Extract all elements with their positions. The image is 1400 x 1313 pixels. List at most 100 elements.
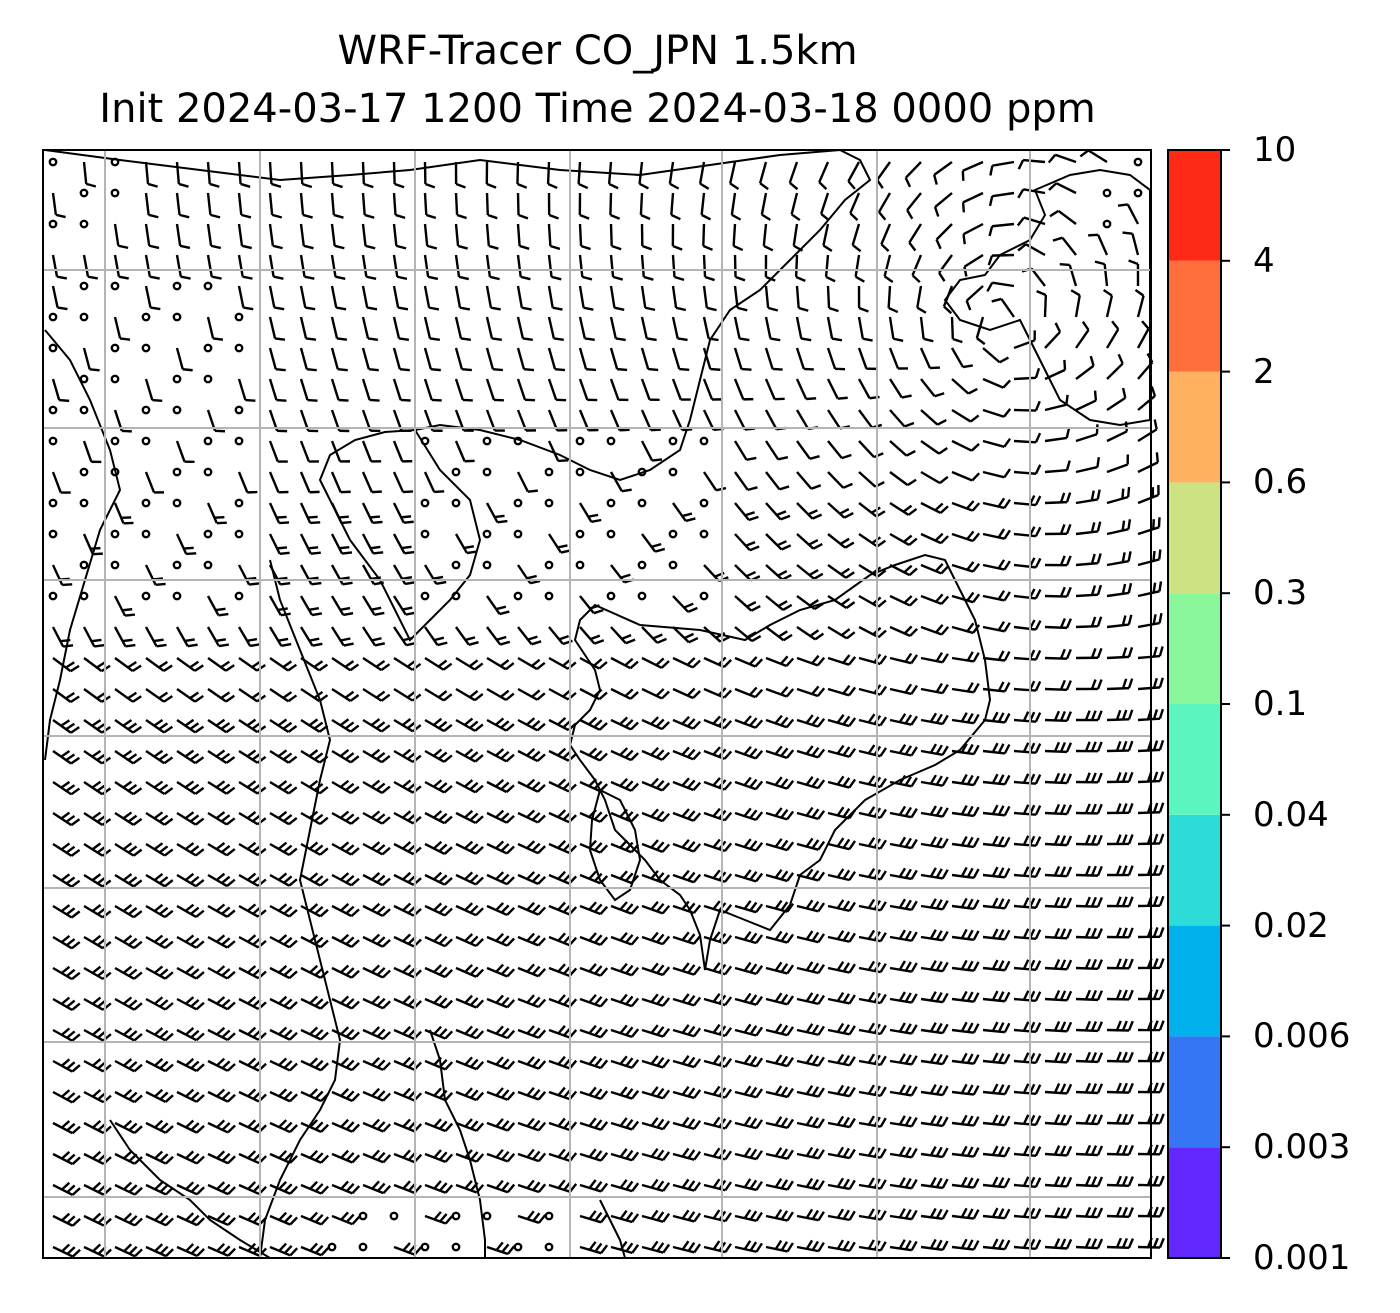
wind-barb — [455, 748, 484, 763]
wind-barb — [641, 1209, 671, 1223]
wind-barb — [609, 223, 622, 251]
wind-barb — [889, 1177, 918, 1190]
wind-barb — [858, 1115, 887, 1128]
wind-barb — [145, 780, 174, 795]
wind-barb — [889, 960, 918, 973]
wind-barb — [640, 223, 653, 251]
wind-barb — [876, 161, 891, 189]
wind-barb — [393, 902, 422, 917]
wind-barb — [52, 1150, 81, 1166]
wind-barb — [423, 564, 447, 586]
wind-barb — [454, 161, 466, 189]
wind-barb — [641, 962, 671, 977]
wind-barb — [1044, 617, 1072, 630]
wind-barb — [764, 440, 789, 461]
wind-barb — [764, 378, 785, 401]
wind-barb — [640, 254, 654, 281]
calm-wind-marker — [110, 529, 120, 539]
wind-barb — [920, 1084, 949, 1097]
wind-barb — [299, 471, 320, 494]
wind-barb — [579, 870, 609, 885]
wind-barb — [113, 626, 136, 648]
wind-barb — [1094, 260, 1109, 287]
wind-barb — [454, 316, 472, 341]
wind-barb — [1075, 616, 1103, 629]
wind-barb — [175, 254, 191, 280]
wind-barb — [424, 840, 453, 856]
wind-barb — [392, 378, 411, 402]
wind-barb — [393, 656, 422, 671]
wind-barb — [951, 804, 980, 818]
wind-barb — [857, 316, 873, 342]
wind-barb — [299, 502, 321, 525]
wind-barb — [486, 1025, 516, 1040]
calm-wind-marker — [172, 281, 182, 291]
wind-barb — [827, 502, 854, 519]
wind-barb — [889, 836, 918, 850]
wind-barb — [982, 497, 1011, 510]
wind-barb — [268, 502, 290, 525]
wind-barb — [1106, 896, 1134, 908]
wind-barb — [268, 285, 285, 311]
wind-barb — [548, 1117, 578, 1132]
wind-barb — [237, 254, 253, 280]
wind-barb — [641, 1086, 671, 1100]
colorbar — [1167, 149, 1230, 1259]
wind-barb — [207, 811, 236, 826]
calm-wind-marker — [79, 498, 89, 508]
wind-barb — [982, 742, 1011, 755]
wind-barb — [238, 995, 267, 1011]
wind-barb — [548, 1025, 578, 1039]
wind-barb — [1044, 1052, 1073, 1064]
wind-barb — [672, 1209, 702, 1223]
wind-barb — [207, 1212, 236, 1227]
wind-barb — [982, 897, 1011, 910]
wind-barb — [331, 903, 360, 918]
wind-barb — [175, 440, 195, 464]
wind-barb — [517, 626, 542, 646]
wind-barb — [268, 161, 282, 189]
wind-barb — [610, 1148, 640, 1162]
wind-barb — [796, 745, 826, 759]
wind-barb — [517, 901, 547, 916]
wind-barb — [889, 774, 918, 788]
wind-barb — [822, 223, 833, 252]
wind-barb — [176, 718, 205, 734]
calm-wind-marker — [1133, 188, 1143, 198]
wind-barb — [765, 961, 795, 975]
wind-barb — [268, 626, 292, 648]
wind-barb — [609, 347, 628, 372]
wind-barb — [114, 1243, 143, 1258]
wind-barb — [362, 779, 391, 794]
wind-barb — [51, 285, 68, 311]
wind-barb — [796, 533, 823, 550]
calm-wind-marker — [48, 591, 58, 601]
wind-barb — [362, 995, 391, 1010]
wind-barb — [393, 1087, 423, 1102]
wind-barb — [144, 471, 165, 494]
wind-barb — [1052, 236, 1077, 256]
wind-barb — [827, 471, 853, 489]
wind-barb — [672, 687, 701, 700]
wind-barb — [1106, 519, 1132, 536]
wind-barb — [1070, 289, 1081, 318]
colorbar-tick-label: 4 — [1253, 240, 1275, 281]
wind-barb — [548, 840, 578, 854]
wind-barb — [330, 595, 354, 617]
wind-barb — [1137, 771, 1165, 784]
calm-wind-marker — [79, 219, 89, 229]
calm-wind-marker — [575, 560, 585, 570]
wind-barb — [517, 747, 546, 763]
wind-barb — [423, 347, 441, 372]
wind-barb — [889, 501, 918, 516]
wind-barb — [83, 873, 112, 888]
wind-barb — [392, 192, 406, 220]
wind-barb — [734, 1023, 764, 1037]
wind-barb — [455, 656, 484, 671]
colorbar-segment — [1168, 925, 1221, 1037]
wind-barb — [330, 192, 344, 219]
wind-barb — [796, 776, 826, 790]
wind-barb — [268, 254, 284, 280]
wind-barb — [764, 316, 781, 342]
wind-barb — [455, 963, 485, 978]
